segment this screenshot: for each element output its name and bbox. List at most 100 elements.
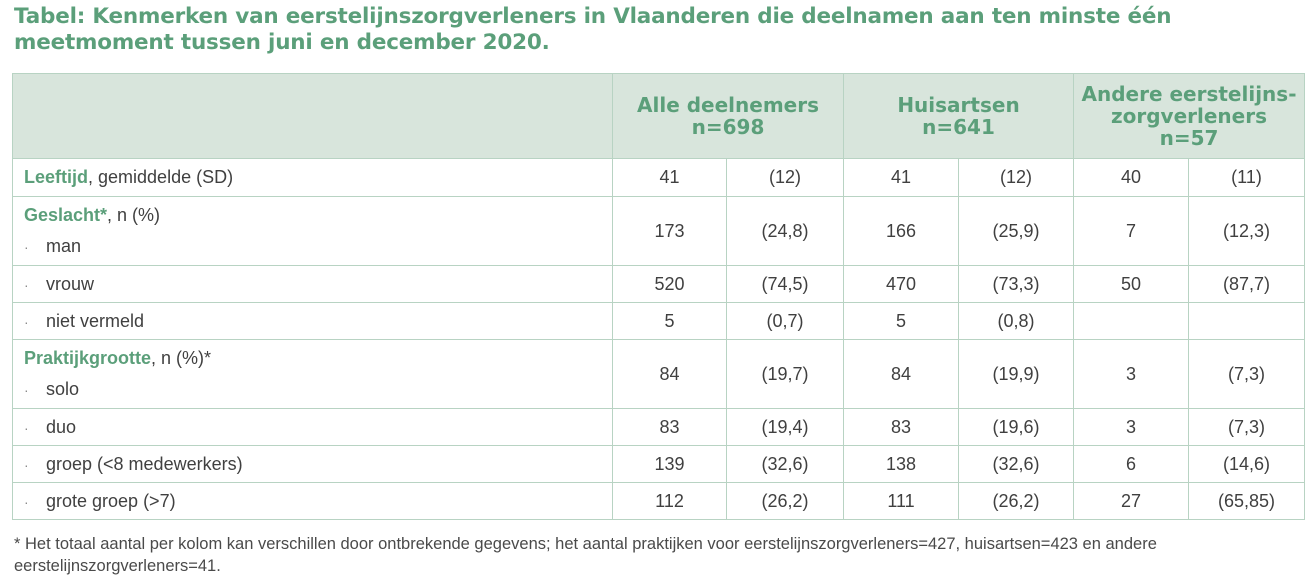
header-andere: Andere eerstelijns- zorgverleners n=57 <box>1073 73 1305 159</box>
cell-value: 173 <box>612 196 727 266</box>
cell-value: 3 <box>1073 339 1189 409</box>
cell-value: (32,6) <box>726 445 844 483</box>
cell-value: 111 <box>843 482 959 520</box>
row-label: · niet vermeld <box>12 302 613 340</box>
bullet-icon: · <box>24 419 29 436</box>
table-row-grote-groep: · grote groep (>7) 112 (26,2) 111 (26,2) … <box>12 482 1305 520</box>
sub-label-text: solo <box>46 379 80 399</box>
cell-value: 139 <box>612 445 727 483</box>
group-label-praktijkgrootte: Praktijkgrootte, n (%)* <box>24 348 612 369</box>
cell-value: (7,3) <box>1188 408 1305 446</box>
cell-value: (25,9) <box>958 196 1074 266</box>
cell-value: (65,85) <box>1188 482 1305 520</box>
cell-value <box>1073 302 1189 340</box>
cell-value: (12) <box>726 158 844 197</box>
header-empty-cell <box>12 73 613 159</box>
sub-label-text: grote groep (>7) <box>46 490 176 511</box>
cell-value: (32,6) <box>958 445 1074 483</box>
bullet-icon: · <box>24 239 29 255</box>
cell-value: (12) <box>958 158 1074 197</box>
header-name-line1: Andere eerstelijns- <box>1081 82 1297 106</box>
footnote: * Het totaal aantal per kolom kan versch… <box>14 535 1157 575</box>
cell-value: (19,9) <box>958 339 1074 409</box>
table-row-vrouw: · vrouw 520 (74,5) 470 (73,3) 50 (87,7) <box>12 265 1305 303</box>
group-label-rest: , n (%) <box>107 205 161 225</box>
group-label-bold: Geslacht* <box>24 205 108 225</box>
table-row-groep: · groep (<8 medewerkers) 139 (32,6) 138 (… <box>12 445 1305 483</box>
cell-value: (26,2) <box>726 482 844 520</box>
group-label-geslacht: Geslacht*, n (%) <box>24 205 612 226</box>
cell-value: 84 <box>843 339 959 409</box>
cell-value: (19,6) <box>958 408 1074 446</box>
row-label: · vrouw <box>12 265 613 303</box>
header-alle-deelnemers: Alle deelnemers n=698 <box>612 73 844 159</box>
row-label: Geslacht*, n (%) · man <box>12 196 613 266</box>
cell-value: (73,3) <box>958 265 1074 303</box>
cell-value: (24,8) <box>726 196 844 266</box>
cell-value: 27 <box>1073 482 1189 520</box>
bullet-icon: · <box>24 313 29 330</box>
sub-label-text: groep (<8 medewerkers) <box>46 453 243 474</box>
cell-value: 5 <box>612 302 727 340</box>
cell-value: 520 <box>612 265 727 303</box>
cell-value: (19,7) <box>726 339 844 409</box>
bullet-icon: · <box>24 493 29 510</box>
cell-value: 50 <box>1073 265 1189 303</box>
cell-value: 138 <box>843 445 959 483</box>
cell-value: (19,4) <box>726 408 844 446</box>
cell-value: 112 <box>612 482 727 520</box>
cell-value: 83 <box>612 408 727 446</box>
cell-value: 84 <box>612 339 727 409</box>
header-huisartsen: Huisartsen n=641 <box>843 73 1074 159</box>
row-label-bold: Leeftijd <box>24 167 89 187</box>
bullet-icon: · <box>24 456 29 473</box>
cell-value: 6 <box>1073 445 1189 483</box>
group-label-rest: , n (%)* <box>151 348 212 368</box>
cell-value: (12,3) <box>1188 196 1305 266</box>
cell-value: 7 <box>1073 196 1189 266</box>
cell-value <box>1188 302 1305 340</box>
characteristics-table: Alle deelnemers n=698 Huisartsen n=641 A… <box>12 73 1305 520</box>
table-row-man: Geslacht*, n (%) · man 173 (24,8) 166 (25… <box>12 196 1305 266</box>
row-label: · groep (<8 medewerkers) <box>12 445 613 483</box>
header-n: n=57 <box>1159 126 1219 150</box>
header-name: Alle deelnemers <box>637 93 819 117</box>
cell-value: (0,8) <box>958 302 1074 340</box>
sub-label: · solo <box>24 379 612 400</box>
header-name-line2: zorgverleners <box>1110 104 1267 128</box>
row-label: · grote groep (>7) <box>12 482 613 520</box>
table-title: Tabel: Kenmerken van eerstelijnszorgverl… <box>14 4 1172 55</box>
table-row-duo: · duo 83 (19,4) 83 (19,6) 3 (7,3) <box>12 408 1305 446</box>
cell-value: 470 <box>843 265 959 303</box>
sub-label: · man <box>24 236 612 257</box>
sub-label-text: niet vermeld <box>46 310 145 331</box>
cell-value: 3 <box>1073 408 1189 446</box>
row-label: · duo <box>12 408 613 446</box>
cell-value: (0,7) <box>726 302 844 340</box>
cell-value: (74,5) <box>726 265 844 303</box>
cell-value: 166 <box>843 196 959 266</box>
header-n: n=698 <box>691 115 765 139</box>
cell-value: (7,3) <box>1188 339 1305 409</box>
cell-value: 40 <box>1073 158 1189 197</box>
sub-label-text: man <box>46 236 82 256</box>
row-label: Leeftijd, gemiddelde (SD) <box>12 158 613 197</box>
table-row-leeftijd: Leeftijd, gemiddelde (SD) 41 (12) 41 (12… <box>12 158 1305 197</box>
bullet-icon: · <box>24 382 29 398</box>
header-row: Alle deelnemers n=698 Huisartsen n=641 A… <box>12 73 1305 159</box>
sub-label-text: duo <box>46 416 77 437</box>
cell-value: (26,2) <box>958 482 1074 520</box>
group-label-bold: Praktijkgrootte <box>24 348 152 368</box>
cell-value: (87,7) <box>1188 265 1305 303</box>
cell-value: 41 <box>612 158 727 197</box>
row-label-rest: , gemiddelde (SD) <box>88 167 234 187</box>
cell-value: 5 <box>843 302 959 340</box>
cell-value: (14,6) <box>1188 445 1305 483</box>
table-row-niet-vermeld: · niet vermeld 5 (0,7) 5 (0,8) <box>12 302 1305 340</box>
sub-label-text: vrouw <box>46 273 95 294</box>
bullet-icon: · <box>24 276 29 293</box>
cell-value: (11) <box>1188 158 1305 197</box>
row-label: Praktijkgrootte, n (%)* · solo <box>12 339 613 409</box>
table-row-solo: Praktijkgrootte, n (%)* · solo 84 (19,7) … <box>12 339 1305 409</box>
cell-value: 41 <box>843 158 959 197</box>
